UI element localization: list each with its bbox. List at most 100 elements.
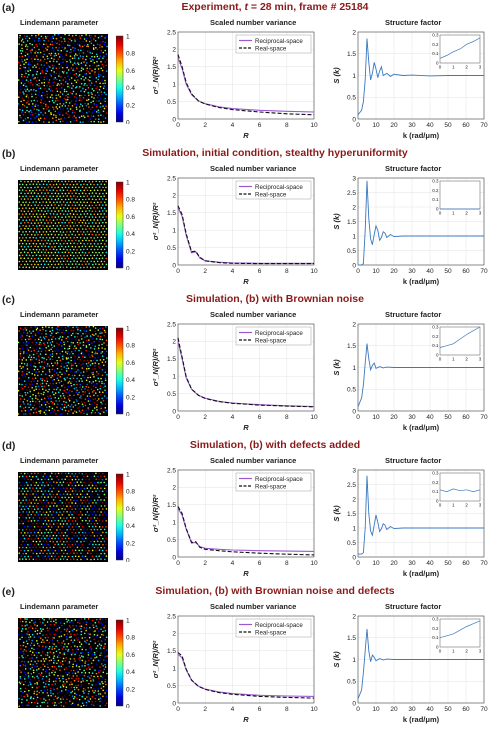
particle [45,634,47,636]
particle [103,523,106,525]
y-axis-label: σ²_N(R)/R² [151,348,160,386]
legend-label-reciprocal: Reciprocal-space [255,476,303,483]
particle [25,236,27,239]
particle [106,397,108,399]
particle [48,88,50,90]
particle [38,402,41,405]
particle [92,626,95,629]
particle [71,496,74,499]
particle [96,260,99,263]
series-line-real [177,337,315,408]
particle [59,195,61,198]
particle [42,43,45,46]
particle [56,505,58,507]
particle [100,628,102,630]
particle [39,51,42,54]
particle [43,385,45,388]
y-tick-label: 2 [352,204,356,211]
particle [25,528,28,531]
particle [96,552,99,555]
particle [71,92,73,95]
particle [98,519,101,522]
particle [29,403,32,406]
particle [98,367,101,369]
particle [59,686,62,688]
particle [49,505,51,507]
x-tick-label: 50 [444,414,452,421]
particle [28,230,31,233]
particle [62,640,65,642]
particle [85,111,88,114]
particle [20,338,23,341]
particle [103,218,106,221]
particle [71,648,74,651]
particle [77,680,80,682]
particle [76,38,79,41]
particle [67,104,70,107]
particle [27,204,30,206]
particle [59,546,61,549]
particle [61,331,63,334]
particle [40,672,43,674]
particle [51,192,53,195]
particle [64,81,67,83]
particle [44,204,46,207]
particle [105,537,108,540]
particle [48,678,51,680]
particle [62,266,65,269]
particle [55,332,58,335]
particle [52,669,55,672]
particle [25,640,28,642]
particle [17,103,20,105]
particle [19,664,22,667]
particle [85,69,88,72]
particle [25,499,27,501]
particle [100,189,103,191]
particle [54,484,56,486]
particle [52,207,55,209]
particle [88,332,91,335]
particle [86,475,89,478]
particle [59,254,62,257]
particle [76,358,79,360]
particle [76,90,79,93]
particle [60,49,63,52]
particle [50,520,53,522]
y-tick-label: 0.5 [167,99,176,106]
y-tick-label: 0 [352,700,356,707]
particle [43,357,45,359]
particle [85,379,88,382]
particle [99,656,102,659]
particle [44,647,46,650]
particle [93,401,96,404]
particle [41,555,43,557]
particle [56,254,58,257]
particle [18,481,21,484]
particle [61,624,63,627]
particle [89,364,92,366]
particle [55,413,57,415]
particle [55,230,58,233]
particle [89,622,92,625]
particle [33,108,35,110]
particle [34,82,37,85]
particle [88,192,91,195]
particle [27,661,30,663]
particle [102,484,104,486]
particle [34,472,36,475]
particle [48,674,51,677]
x-tick-label: 6 [258,560,262,567]
particle [31,95,33,98]
particle [83,231,85,233]
particle [72,64,74,66]
particle [26,695,29,697]
particle [68,373,70,376]
particle [81,380,83,382]
particle [66,340,69,343]
particle [103,475,106,478]
particle [94,330,96,332]
particle [49,219,51,221]
particle [56,364,58,366]
particle [67,336,69,338]
particle [102,110,105,113]
